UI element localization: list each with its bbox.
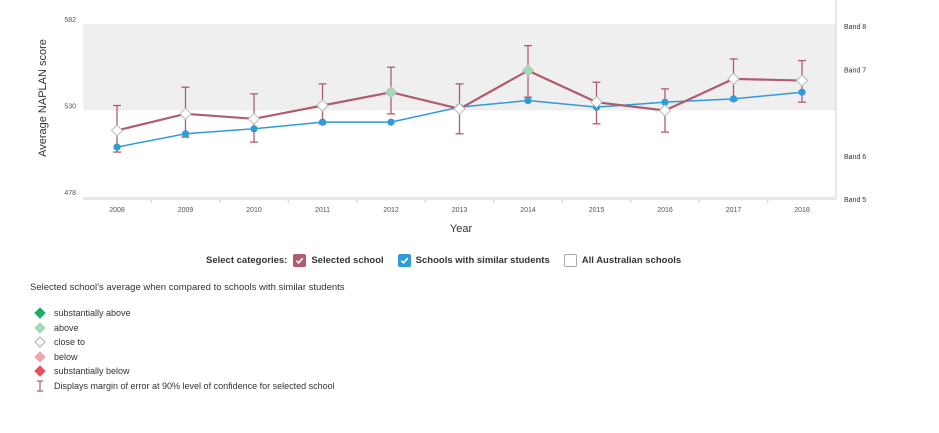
- x-tick-label: 2015: [589, 207, 605, 214]
- category-similar-schools[interactable]: Schools with similar students: [397, 253, 550, 267]
- legend-item-close-to: close to: [33, 335, 335, 350]
- selected-school-point: [521, 64, 535, 77]
- legend-item-below: below: [33, 350, 335, 365]
- band-label: Band 8: [844, 24, 866, 31]
- checkbox-selected-school[interactable]: [293, 253, 307, 267]
- category-selected-school[interactable]: Selected school: [293, 253, 384, 267]
- similar-schools-point: [524, 96, 532, 105]
- check-icon: [296, 257, 304, 264]
- x-tick-label: 2018: [794, 207, 810, 214]
- diamond-icon: [33, 336, 47, 348]
- checkbox-similar-schools[interactable]: [397, 253, 411, 267]
- legend-title: Selected school’s average when compared …: [30, 282, 345, 293]
- x-tick-label: 2010: [246, 207, 262, 214]
- diamond-icon: [33, 322, 47, 334]
- x-tick-label: 2012: [383, 207, 399, 214]
- legend-diamond: [34, 307, 46, 319]
- legend-diamond: [34, 336, 46, 348]
- legend-item-margin-of-error: Displays margin of error at 90% level of…: [33, 379, 335, 394]
- y-axis-title: Average NAPLAN score: [37, 39, 49, 157]
- similar-schools-point: [113, 143, 121, 151]
- selected-school-point: [110, 124, 124, 137]
- categories-heading: Select categories:: [206, 254, 288, 266]
- similar-schools-point: [798, 88, 806, 96]
- legend-item-above: above: [33, 321, 335, 336]
- category-selector: Select categories: Selected school Schoo…: [206, 252, 695, 268]
- x-axis-line: [83, 197, 836, 200]
- x-tick-label: 2011: [315, 207, 330, 214]
- legend-item-substantially-above: substantially above: [33, 306, 335, 321]
- diamond-icon: [33, 351, 47, 363]
- selected-school-point: [795, 74, 809, 87]
- similar-schools-point: [661, 98, 669, 106]
- series-layer: [110, 44, 809, 153]
- y-axis-tick-labels: 478 530 582: [64, 17, 76, 197]
- legend-label: above: [54, 322, 79, 333]
- similar-schools-point: [729, 95, 738, 103]
- selected-school-point: [658, 104, 672, 117]
- legend-label: substantially above: [54, 308, 131, 319]
- category-label: All Australian schools: [581, 254, 682, 266]
- band-labels: Band 5 Band 6 Band 7 Band 8: [844, 24, 866, 204]
- selected-school-point: [179, 107, 192, 121]
- selected-school-point: [453, 102, 466, 116]
- selected-school-point: [316, 99, 329, 112]
- diamond-icon: [33, 307, 47, 319]
- check-icon: [400, 257, 409, 264]
- similar-schools-point: [387, 118, 395, 126]
- y-tick-label: 530: [64, 104, 76, 111]
- selected-school-point: [590, 95, 603, 109]
- y-tick-label: 478: [64, 190, 76, 197]
- legend-diamond: [34, 322, 46, 334]
- band-label: Band 7: [844, 67, 866, 74]
- legend-label: close to: [54, 337, 86, 348]
- x-axis-title: Year: [450, 223, 473, 235]
- checkbox-all-australian-schools[interactable]: [563, 253, 577, 267]
- legend-diamond: [34, 351, 46, 363]
- x-tick-label: 2009: [178, 207, 194, 214]
- legend-diamond: [34, 365, 46, 377]
- category-label: Selected school: [311, 254, 384, 266]
- category-all-australian-schools[interactable]: All Australian schools: [563, 253, 682, 267]
- error-bar-icon: [33, 380, 47, 392]
- selected-school-point: [247, 112, 261, 126]
- band-label: Band 6: [844, 154, 866, 161]
- similar-schools-point: [318, 118, 327, 126]
- legend-item-substantially-below: substantially below: [33, 364, 335, 379]
- legend: substantially above above close to below…: [33, 306, 335, 393]
- similar-schools-point: [181, 130, 190, 138]
- legend-label: substantially below: [54, 366, 130, 377]
- x-tick-label: 2017: [726, 207, 742, 214]
- x-tick-label: 2008: [109, 207, 125, 214]
- category-label: Schools with similar students: [415, 254, 550, 266]
- legend-label: below: [54, 351, 78, 362]
- similar-schools-point: [250, 125, 258, 133]
- diamond-icon: [33, 365, 47, 377]
- selected-school-point: [384, 85, 398, 99]
- x-tick-label: 2014: [520, 207, 536, 214]
- selected-school-point: [727, 72, 740, 86]
- x-tick-label: 2013: [452, 207, 468, 214]
- x-axis-tick-labels: 2008 2009 2010 2011 2012 2013 2014 2015 2016 2017…: [109, 207, 810, 214]
- band-label: Band 5: [844, 197, 866, 204]
- x-tick-label: 2016: [657, 207, 673, 214]
- legend-label: Displays margin of error at 90% level of…: [54, 380, 335, 391]
- axis-ticks: [150, 200, 769, 203]
- y-tick-label: 582: [64, 17, 76, 24]
